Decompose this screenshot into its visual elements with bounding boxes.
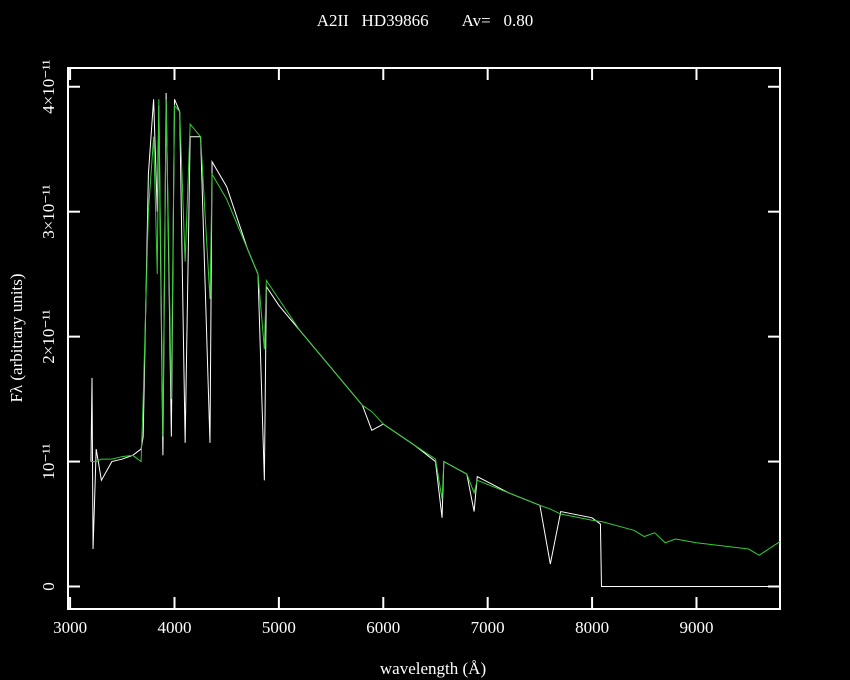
x-tick-label: 6000 [366,618,400,637]
x-tick-label: 4000 [157,618,191,637]
x-tick-label: 5000 [262,618,296,637]
x-axis-label: wavelength (Å) [380,659,486,678]
y-tick-label: 2×10⁻¹¹ [39,309,58,363]
spectrum-line [90,99,781,556]
x-tick-label: 7000 [471,618,505,637]
y-axis-label: Fλ (arbitrary units) [7,273,26,402]
x-tick-label: 9000 [679,618,713,637]
plot-frame [67,67,781,610]
x-tick-label: 8000 [575,618,609,637]
x-tick-label: 3000 [53,618,87,637]
y-tick-label: 10⁻¹¹ [39,443,58,479]
y-tick-label: 0 [39,582,58,591]
chart-title: A2II HD39866 Av= 0.80 [317,11,534,30]
spectrum-line [90,92,780,588]
y-tick-label: 4×10⁻¹¹ [39,60,58,114]
y-tick-label: 3×10⁻¹¹ [39,185,58,239]
